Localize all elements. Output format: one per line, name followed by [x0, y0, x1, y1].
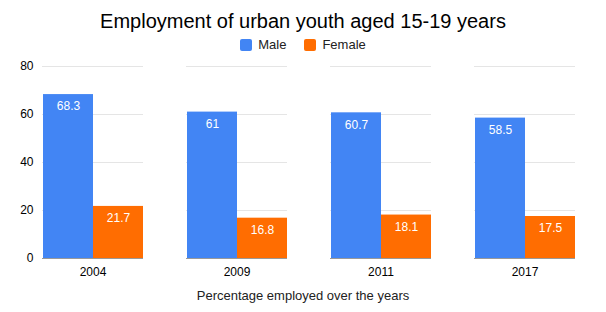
svg-text:0: 0 — [27, 251, 34, 265]
svg-text:58.5: 58.5 — [489, 123, 513, 137]
svg-text:61: 61 — [206, 117, 220, 131]
html-text:Male: Male — [258, 36, 287, 52]
svg-text:21.7: 21.7 — [107, 211, 131, 225]
svg-text:16.8: 16.8 — [251, 223, 275, 237]
svg-text:2017: 2017 — [512, 265, 539, 279]
html-text:Employment of urban youth aged: Employment of urban youth aged 15-19 yea… — [100, 10, 506, 32]
svg-text:18.1: 18.1 — [395, 220, 419, 234]
svg-text:60.7: 60.7 — [345, 118, 369, 132]
svg-text:2004: 2004 — [80, 265, 107, 279]
svg-text:20: 20 — [20, 203, 34, 217]
svg-text:2011: 2011 — [368, 265, 394, 279]
svg-text:17.5: 17.5 — [539, 221, 563, 235]
svg-text:2009: 2009 — [224, 265, 251, 279]
html-text:Female: Female — [322, 36, 366, 52]
svg-text:68.3: 68.3 — [57, 99, 81, 113]
html-text:Percentage employed over the y: Percentage employed over the years — [196, 288, 410, 303]
svg-text:60: 60 — [20, 107, 34, 121]
svg-text:80: 80 — [20, 59, 34, 73]
svg-text:40: 40 — [20, 155, 34, 169]
